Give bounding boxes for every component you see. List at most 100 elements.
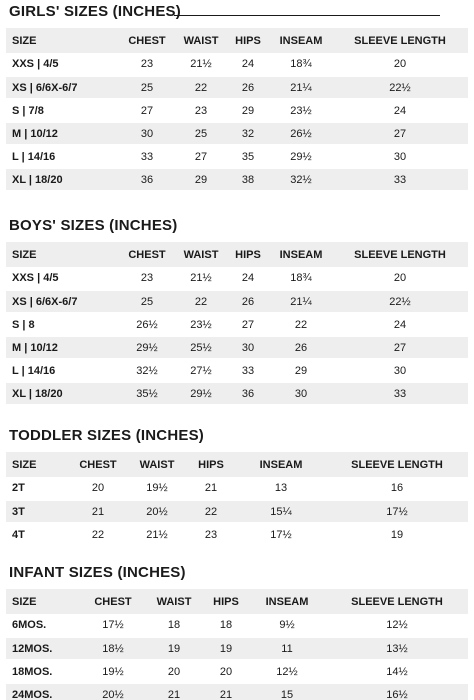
cell-size: XXS | 4/5 [6, 53, 118, 77]
cell-size: XL | 18/20 [6, 168, 118, 192]
cell-waist: 21½ [176, 267, 226, 291]
cell-hips: 20 [204, 660, 248, 684]
cell-inseam: 32½ [270, 168, 332, 192]
cell-inseam: 18¾ [270, 53, 332, 77]
cell-hips: 19 [204, 637, 248, 661]
cell-size: 24MOS. [6, 683, 82, 700]
table-row: M | 10/12 30 25 32 26½ 27 [6, 122, 468, 146]
cell-chest: 25 [118, 76, 176, 100]
cell-chest: 36 [118, 168, 176, 192]
cell-hips: 26 [226, 290, 270, 314]
cell-hips: 36 [226, 382, 270, 406]
cell-inseam: 11 [248, 637, 326, 661]
cell-inseam: 30 [270, 382, 332, 406]
boys-section-title: BOYS' SIZES (INCHES) [9, 217, 178, 234]
cell-sleeve-length: 24 [332, 99, 468, 123]
table-row: S | 8 26½ 23½ 27 22 24 [6, 313, 468, 337]
table-row: XXS | 4/5 23 21½ 24 18¾ 20 [6, 267, 468, 291]
cell-size: XXS | 4/5 [6, 267, 118, 291]
table-row: XL | 18/20 36 29 38 32½ 33 [6, 168, 468, 192]
cell-hips: 21 [186, 477, 236, 501]
cell-chest: 35½ [118, 382, 176, 406]
cell-hips: 26 [226, 76, 270, 100]
cell-hips: 29 [226, 99, 270, 123]
cell-inseam: 15 [248, 683, 326, 700]
table-row: 2T 20 19½ 21 13 16 [6, 477, 468, 501]
cell-chest: 22 [68, 523, 128, 547]
cell-size: M | 10/12 [6, 336, 118, 360]
table-row: M | 10/12 29½ 25½ 30 26 27 [6, 336, 468, 360]
cell-hips: 24 [226, 267, 270, 291]
cell-chest: 25 [118, 290, 176, 314]
header-waist: WAIST [176, 28, 226, 53]
cell-hips: 18 [204, 614, 248, 638]
cell-waist: 29½ [176, 382, 226, 406]
cell-inseam: 18¾ [270, 267, 332, 291]
header-chest: CHEST [68, 452, 128, 477]
cell-inseam: 12½ [248, 660, 326, 684]
cell-waist: 25 [176, 122, 226, 146]
cell-size: XL | 18/20 [6, 382, 118, 406]
cell-size: 6MOS. [6, 614, 82, 638]
boys-section: BOYS' SIZES (INCHES) SIZE CHEST WAIST HI… [0, 214, 474, 406]
cell-chest: 33 [118, 145, 176, 169]
cell-waist: 19½ [128, 477, 186, 501]
cell-waist: 21 [144, 683, 204, 700]
cell-sleeve-length: 30 [332, 359, 468, 383]
cell-size: XS | 6/6X-6/7 [6, 290, 118, 314]
cell-chest: 20½ [82, 683, 144, 700]
toddler-section: TODDLER SIZES (INCHES) SIZE CHEST WAIST … [0, 424, 474, 547]
table-row: L | 14/16 33 27 35 29½ 30 [6, 145, 468, 169]
header-hips: HIPS [186, 452, 236, 477]
table-row: 4T 22 21½ 23 17½ 19 [6, 523, 468, 547]
cell-sleeve-length: 27 [332, 122, 468, 146]
cell-chest: 26½ [118, 313, 176, 337]
cell-waist: 29 [176, 168, 226, 192]
cell-size: L | 14/16 [6, 145, 118, 169]
cell-waist: 23½ [176, 313, 226, 337]
table-row: 3T 21 20½ 22 15¼ 17½ [6, 500, 468, 524]
cell-waist: 23 [176, 99, 226, 123]
cell-sleeve-length: 12½ [326, 614, 468, 638]
cell-waist: 27½ [176, 359, 226, 383]
header-size: SIZE [6, 589, 82, 614]
cell-waist: 22 [176, 290, 226, 314]
cell-hips: 21 [204, 683, 248, 700]
cell-chest: 29½ [118, 336, 176, 360]
cell-chest: 18½ [82, 637, 144, 661]
cell-chest: 17½ [82, 614, 144, 638]
header-chest: CHEST [82, 589, 144, 614]
girls-size-table: SIZE CHEST WAIST HIPS INSEAM SLEEVE LENG… [6, 28, 468, 192]
cell-sleeve-length: 33 [332, 382, 468, 406]
cell-sleeve-length: 16½ [326, 683, 468, 700]
cell-sleeve-length: 30 [332, 145, 468, 169]
cell-size: 12MOS. [6, 637, 82, 661]
table-header-row: SIZE CHEST WAIST HIPS INSEAM SLEEVE LENG… [6, 452, 468, 477]
cell-chest: 30 [118, 122, 176, 146]
cell-chest: 23 [118, 267, 176, 291]
cell-chest: 32½ [118, 359, 176, 383]
cell-sleeve-length: 22½ [332, 290, 468, 314]
cell-sleeve-length: 22½ [332, 76, 468, 100]
header-inseam: INSEAM [248, 589, 326, 614]
cell-sleeve-length: 20 [332, 53, 468, 77]
header-size: SIZE [6, 28, 118, 53]
cell-size: S | 8 [6, 313, 118, 337]
cell-waist: 18 [144, 614, 204, 638]
cell-waist: 21½ [128, 523, 186, 547]
cell-waist: 21½ [176, 53, 226, 77]
table-row: 6MOS. 17½ 18 18 9½ 12½ [6, 614, 468, 638]
cell-hips: 33 [226, 359, 270, 383]
header-size: SIZE [6, 452, 68, 477]
header-sleeve-length: SLEEVE LENGTH [326, 589, 468, 614]
header-inseam: INSEAM [236, 452, 326, 477]
cell-size: L | 14/16 [6, 359, 118, 383]
cell-chest: 19½ [82, 660, 144, 684]
cell-inseam: 15¼ [236, 500, 326, 524]
cell-inseam: 22 [270, 313, 332, 337]
cell-waist: 20 [144, 660, 204, 684]
header-waist: WAIST [144, 589, 204, 614]
cell-sleeve-length: 20 [332, 267, 468, 291]
cell-sleeve-length: 17½ [326, 500, 468, 524]
header-chest: CHEST [118, 28, 176, 53]
